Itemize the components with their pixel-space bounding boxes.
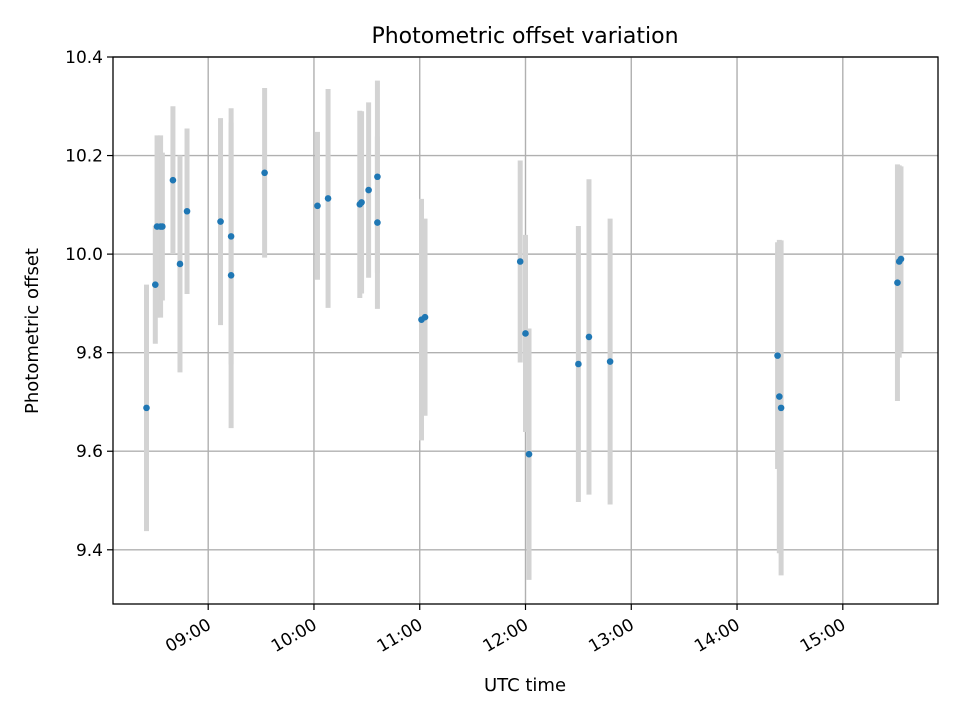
y-axis-label: Photometric offset [22, 248, 43, 414]
data-point [575, 360, 582, 368]
data-point [522, 330, 529, 337]
data-point [358, 199, 365, 206]
x-tick-label: 09:00 [162, 615, 214, 657]
x-tick-label: 12:00 [480, 615, 532, 657]
data-point [421, 313, 429, 321]
data-point [261, 169, 268, 177]
data-point [774, 352, 781, 359]
data-point [365, 186, 372, 194]
x-tick-label: 14:00 [691, 615, 743, 657]
y-tick-label: 10.4 [65, 48, 103, 68]
data-point [324, 195, 332, 202]
data-point [516, 258, 524, 265]
data-point [585, 333, 593, 341]
data-point [176, 260, 184, 268]
x-axis-label: UTC time [484, 675, 566, 696]
x-tick-label: 11:00 [374, 615, 426, 657]
points-layer [143, 169, 905, 458]
data-point [227, 233, 235, 240]
y-tick-label: 10.0 [65, 245, 103, 265]
x-tick-label: 10:00 [268, 615, 320, 657]
x-tick-label: 13:00 [585, 615, 637, 657]
data-point [169, 176, 177, 184]
data-point [777, 404, 785, 412]
x-tick-label: 15:00 [797, 615, 849, 657]
data-point [374, 173, 381, 181]
data-point [217, 218, 224, 225]
y-tick-label: 9.8 [76, 344, 103, 364]
data-point [183, 207, 191, 215]
data-point [606, 358, 614, 365]
data-point [159, 223, 166, 230]
data-point [897, 255, 905, 263]
y-tick-label: 10.2 [65, 147, 103, 167]
data-point [525, 450, 533, 458]
y-tick-label: 9.4 [76, 541, 103, 561]
data-point [227, 272, 235, 279]
data-point [143, 404, 150, 412]
data-point [314, 202, 321, 210]
y-tick-label: 9.6 [76, 442, 103, 462]
data-point [776, 393, 783, 400]
chart-title: Photometric offset variation [371, 24, 678, 49]
data-point [374, 219, 381, 226]
data-point [894, 279, 901, 286]
data-point [152, 281, 159, 288]
